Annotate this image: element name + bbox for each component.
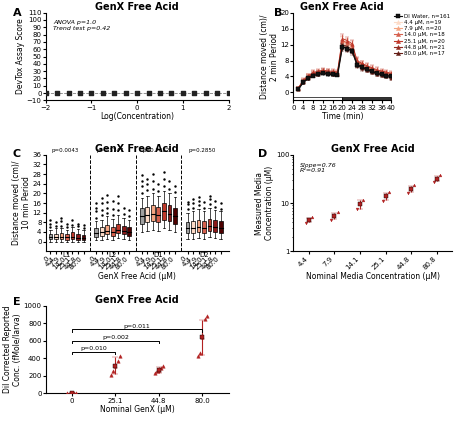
Bar	[116, 223, 120, 233]
Point	[156, 90, 164, 96]
Bar	[100, 227, 104, 236]
Title: GenX Free Acid: GenX Free Acid	[331, 144, 415, 154]
Text: p=0.7682: p=0.7682	[143, 148, 170, 153]
Text: B: B	[274, 8, 282, 18]
Legend: DI Water, n=161, 4.4 μM, n=19, 7.9 μM, n=20, 14.0 μM, n=18, 25.1 μM, n=20, 44.8 : DI Water, n=161, 4.4 μM, n=19, 7.9 μM, n…	[394, 14, 450, 56]
Point	[88, 90, 95, 96]
Text: p=0.010: p=0.010	[80, 346, 107, 352]
Point	[168, 90, 175, 96]
Bar	[65, 234, 69, 240]
Bar	[197, 220, 201, 232]
Point	[53, 90, 61, 96]
Title: GenX Free Acid: GenX Free Acid	[95, 144, 179, 154]
Point	[65, 90, 72, 96]
Point	[133, 90, 141, 96]
X-axis label: Nominal GenX (μM): Nominal GenX (μM)	[100, 405, 175, 414]
Text: L2: L2	[109, 253, 117, 258]
Point	[111, 90, 118, 96]
Text: L1: L1	[63, 253, 71, 258]
Y-axis label: Distance moved (cm)/
2 min Period: Distance moved (cm)/ 2 min Period	[260, 14, 279, 99]
Point	[191, 90, 198, 96]
Bar	[140, 208, 144, 223]
X-axis label: Log(Concentration): Log(Concentration)	[100, 112, 174, 121]
Bar	[151, 206, 155, 221]
Bar	[105, 225, 109, 234]
Point	[76, 90, 84, 96]
Text: D2: D2	[199, 253, 209, 258]
Bar	[54, 234, 58, 239]
Bar	[186, 222, 190, 233]
Title: GenX Free Acid: GenX Free Acid	[95, 295, 179, 305]
Y-axis label: DevTox Assay Score: DevTox Assay Score	[16, 19, 25, 94]
Bar	[191, 221, 195, 233]
Text: p=0.0043: p=0.0043	[51, 148, 79, 153]
Text: D: D	[259, 149, 268, 159]
Point	[225, 90, 232, 96]
Bar	[293, 97, 342, 100]
Bar	[162, 203, 166, 220]
Bar	[208, 219, 212, 231]
Text: p=0.2850: p=0.2850	[188, 148, 216, 153]
Bar	[59, 233, 64, 239]
Point	[213, 90, 221, 96]
Point	[122, 90, 129, 96]
Bar	[122, 226, 126, 234]
Point	[99, 90, 106, 96]
Bar	[145, 207, 149, 222]
Y-axis label: Dil Corrected Reported
Conc. (fMole/larva): Dil Corrected Reported Conc. (fMole/larv…	[3, 306, 22, 393]
Bar	[82, 235, 85, 240]
Text: D1: D1	[154, 253, 163, 258]
Bar	[156, 207, 160, 222]
Text: E: E	[13, 297, 21, 307]
Point	[145, 90, 152, 96]
Y-axis label: Measured Media
Concentration (μM): Measured Media Concentration (μM)	[255, 166, 274, 240]
Title: GenX Free Acid: GenX Free Acid	[301, 2, 384, 12]
Bar	[168, 206, 171, 221]
Text: Slope=0.76
R²=0.91: Slope=0.76 R²=0.91	[300, 162, 336, 173]
Point	[42, 90, 49, 96]
Text: C: C	[13, 149, 21, 159]
Bar	[213, 220, 217, 232]
Bar	[173, 208, 177, 223]
Bar	[94, 228, 98, 237]
Y-axis label: Distance moved (cm)/
10 min Period: Distance moved (cm)/ 10 min Period	[12, 161, 31, 245]
Bar	[219, 221, 223, 233]
X-axis label: Time (min): Time (min)	[322, 112, 363, 121]
Point	[202, 90, 209, 96]
Bar	[70, 233, 74, 239]
Text: A: A	[13, 8, 21, 18]
Bar	[128, 227, 131, 236]
Text: ANOVA p=1.0
Trend test p=0.42: ANOVA p=1.0 Trend test p=0.42	[53, 20, 110, 30]
Text: p=0.3747: p=0.3747	[97, 148, 124, 153]
X-axis label: Nominal Media Concentration (μM): Nominal Media Concentration (μM)	[306, 272, 440, 281]
Bar	[48, 234, 52, 239]
Title: GenX Free Acid: GenX Free Acid	[95, 2, 179, 12]
X-axis label: GenX Free Acid (μM): GenX Free Acid (μM)	[98, 272, 176, 281]
Bar	[76, 234, 80, 240]
Text: p=0.011: p=0.011	[124, 324, 150, 329]
Text: p=0.002: p=0.002	[102, 335, 129, 340]
Bar	[111, 227, 115, 236]
Point	[179, 90, 186, 96]
Bar	[342, 97, 391, 100]
Bar	[202, 221, 206, 233]
